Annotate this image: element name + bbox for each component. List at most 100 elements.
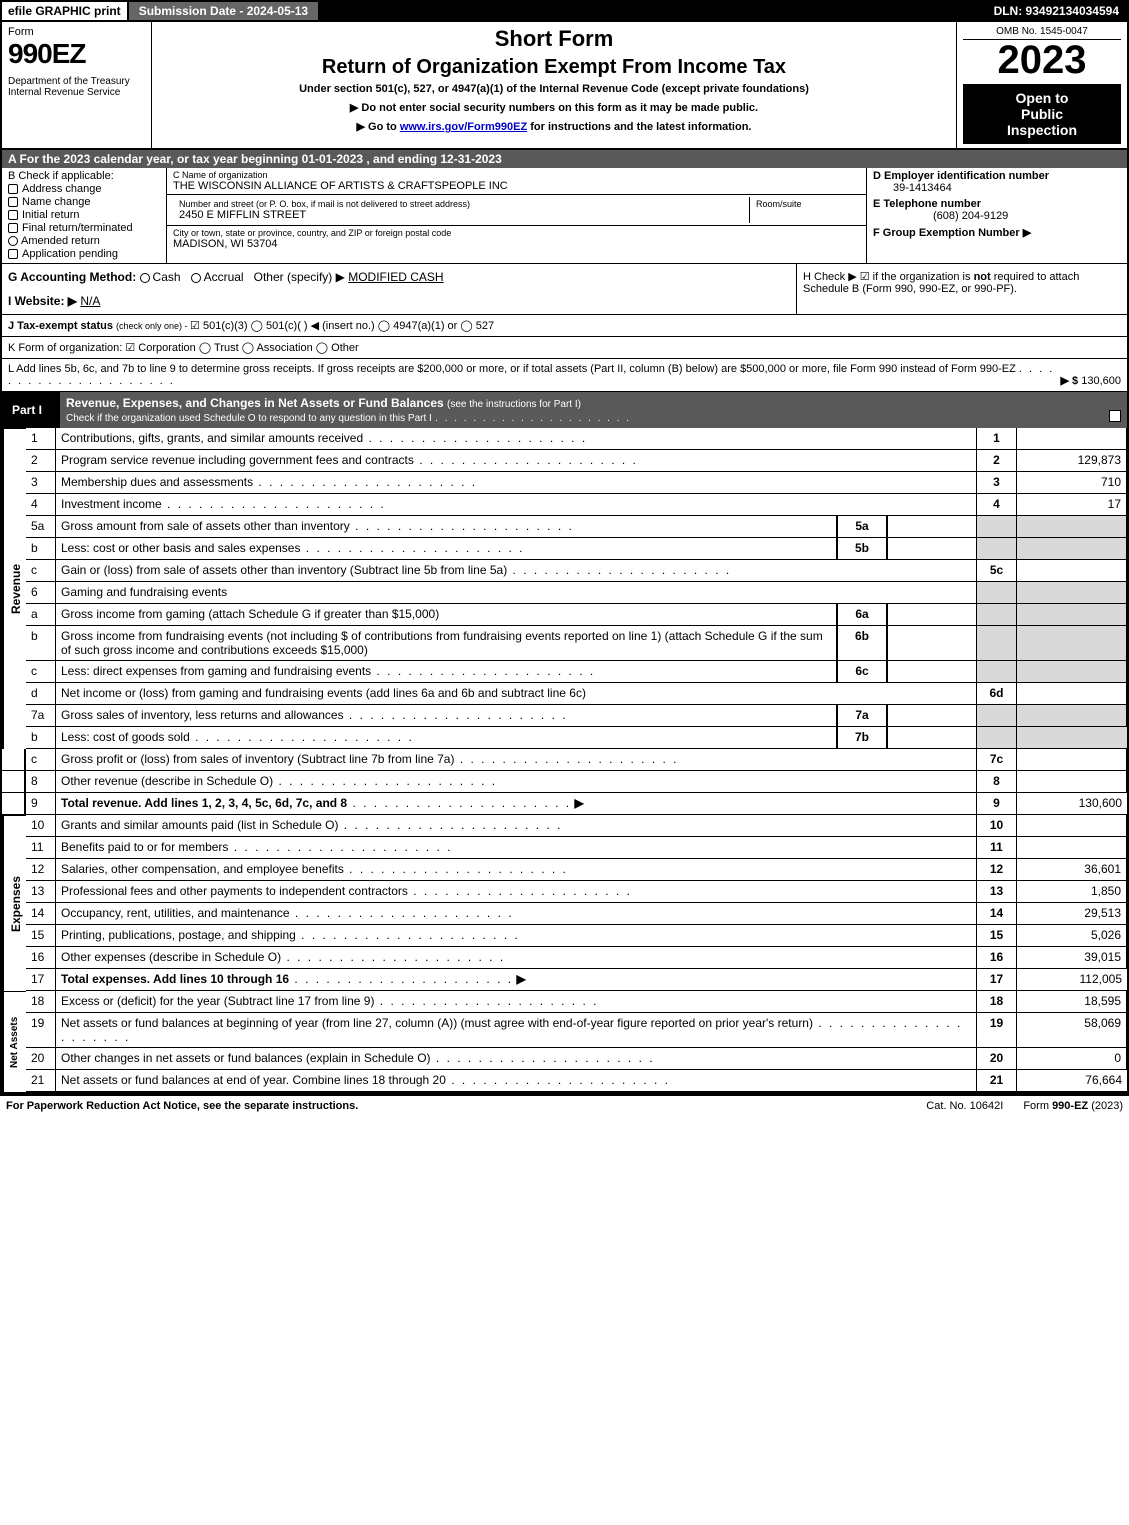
line11-rnum: 11: [977, 837, 1017, 859]
line6-num: 6: [26, 582, 56, 604]
chk-address-change[interactable]: Address change: [8, 183, 160, 195]
line8-amt: [1017, 771, 1127, 793]
line6-ashade: [1017, 582, 1127, 604]
line14-num: 14: [26, 903, 56, 925]
section-bcdef: B Check if applicable: Address change Na…: [2, 168, 1127, 264]
section-h-not: not: [974, 271, 991, 283]
chk-application-pending[interactable]: Application pending: [8, 248, 160, 260]
j-opts: ☑ 501(c)(3) ◯ 501(c)( ) ◀ (insert no.) ◯…: [190, 320, 494, 332]
line7b-box: 7b: [837, 727, 887, 749]
footer-left: For Paperwork Reduction Act Notice, see …: [6, 1100, 906, 1112]
dots-icon: [347, 796, 571, 810]
schedule-o-checkbox[interactable]: [1109, 410, 1121, 422]
line14-amt: 29,513: [1017, 903, 1127, 925]
phone-value: (608) 204-9129: [873, 210, 1121, 222]
line2-amt: 129,873: [1017, 450, 1127, 472]
ein-label: D Employer identification number: [873, 170, 1121, 182]
section-g-i: G Accounting Method: Cash Accrual Other …: [2, 264, 797, 314]
header-right: OMB No. 1545-0047 2023 Open to Public In…: [957, 22, 1127, 148]
line1-rnum: 1: [977, 428, 1017, 450]
footer-cat: Cat. No. 10642I: [926, 1100, 1003, 1112]
line4-amt: 17: [1017, 494, 1127, 516]
dots-icon: [435, 413, 631, 424]
line7c-desc: Gross profit or (loss) from sales of inv…: [56, 749, 977, 771]
line5a-boxval: [887, 516, 977, 538]
line10-desc: Grants and similar amounts paid (list in…: [56, 815, 977, 837]
line18-desc: Excess or (deficit) for the year (Subtra…: [56, 991, 977, 1013]
line7b-num: b: [26, 727, 56, 749]
section-f: F Group Exemption Number ▶: [873, 226, 1121, 239]
form-container: efile GRAPHIC print Submission Date - 20…: [0, 0, 1129, 1094]
line5a-rshade: [977, 516, 1017, 538]
line6d-rnum: 6d: [977, 683, 1017, 705]
line10-num: 10: [26, 815, 56, 837]
return-title: Return of Organization Exempt From Incom…: [160, 56, 948, 79]
line5a-ashade: [1017, 516, 1127, 538]
line8-desc: Other revenue (describe in Schedule O): [56, 771, 977, 793]
line7a-boxval: [887, 705, 977, 727]
line7a-num: 7a: [26, 705, 56, 727]
part1-tag: Part I: [0, 399, 55, 421]
section-b: B Check if applicable: Address change Na…: [2, 168, 167, 263]
radio-accrual[interactable]: [191, 273, 201, 283]
line4-rnum: 4: [977, 494, 1017, 516]
line6d-num: d: [26, 683, 56, 705]
section-l: L Add lines 5b, 6c, and 7b to line 9 to …: [2, 359, 1127, 392]
line17-num: 17: [26, 969, 56, 991]
chk-name-change[interactable]: Name change: [8, 196, 160, 208]
l-text: L Add lines 5b, 6c, and 7b to line 9 to …: [8, 363, 1016, 375]
line4-desc: Investment income: [56, 494, 977, 516]
radio-cash[interactable]: [140, 273, 150, 283]
line16-rnum: 16: [977, 947, 1017, 969]
section-j: J Tax-exempt status (check only one) - ☑…: [2, 315, 1127, 337]
line6b-boxval: [887, 626, 977, 661]
expenses-tab: Expenses: [2, 815, 26, 991]
website-label: I Website: ▶: [8, 294, 77, 308]
line12-desc: Salaries, other compensation, and employ…: [56, 859, 977, 881]
line15-desc: Printing, publications, postage, and shi…: [56, 925, 977, 947]
line6d-desc: Net income or (loss) from gaming and fun…: [56, 683, 977, 705]
section-a: A For the 2023 calendar year, or tax yea…: [2, 150, 1127, 168]
line7b-desc: Less: cost of goods sold: [56, 727, 837, 749]
line5b-num: b: [26, 538, 56, 560]
line8-num: 8: [26, 771, 56, 793]
line6-desc: Gaming and fundraising events: [56, 582, 977, 604]
line2-num: 2: [26, 450, 56, 472]
line9-desc: Total revenue. Add lines 1, 2, 3, 4, 5c,…: [56, 793, 977, 815]
line18-num: 18: [26, 991, 56, 1013]
ein-value: 39-1413464: [873, 182, 1121, 194]
chk-amended-return[interactable]: Amended return: [8, 235, 160, 247]
line6c-num: c: [26, 661, 56, 683]
chk-final-return[interactable]: Final return/terminated: [8, 222, 160, 234]
line16-amt: 39,015: [1017, 947, 1127, 969]
efile-print[interactable]: efile GRAPHIC print: [2, 2, 129, 20]
line21-desc: Net assets or fund balances at end of ye…: [56, 1070, 977, 1092]
line5b-box: 5b: [837, 538, 887, 560]
line19-desc: Net assets or fund balances at beginning…: [56, 1013, 977, 1048]
part1-grid-rev-tail: c Gross profit or (loss) from sales of i…: [2, 749, 1127, 815]
line3-desc: Membership dues and assessments: [56, 472, 977, 494]
section-g: G Accounting Method: Cash Accrual Other …: [8, 270, 790, 284]
phone-label: E Telephone number: [873, 198, 1121, 210]
line7a-rshade: [977, 705, 1017, 727]
line6d-amt: [1017, 683, 1127, 705]
line6c-rshade: [977, 661, 1017, 683]
line9-desc-text: Total revenue. Add lines 1, 2, 3, 4, 5c,…: [61, 796, 347, 810]
line21-amt: 76,664: [1017, 1070, 1127, 1092]
org-addr-value: 2450 E MIFFLIN STREET: [179, 209, 743, 221]
chk-initial-return[interactable]: Initial return: [8, 209, 160, 221]
irs-link[interactable]: www.irs.gov/Form990EZ: [400, 121, 527, 133]
org-name-value: THE WISCONSIN ALLIANCE OF ARTISTS & CRAF…: [173, 180, 860, 192]
line6a-ashade: [1017, 604, 1127, 626]
footer-form-pre: Form: [1023, 1100, 1052, 1112]
line6b-box: 6b: [837, 626, 887, 661]
line5b-rshade: [977, 538, 1017, 560]
line19-rnum: 19: [977, 1013, 1017, 1048]
k-label: K Form of organization: ☑ Corporation ◯ …: [8, 342, 359, 354]
part1-check-line: Check if the organization used Schedule …: [66, 413, 432, 424]
arrow-icon: ▶: [574, 796, 583, 810]
website-value: N/A: [80, 294, 100, 308]
line3-rnum: 3: [977, 472, 1017, 494]
part1-grid-exp: Expenses 10 Grants and similar amounts p…: [2, 815, 1127, 991]
line11-amt: [1017, 837, 1127, 859]
